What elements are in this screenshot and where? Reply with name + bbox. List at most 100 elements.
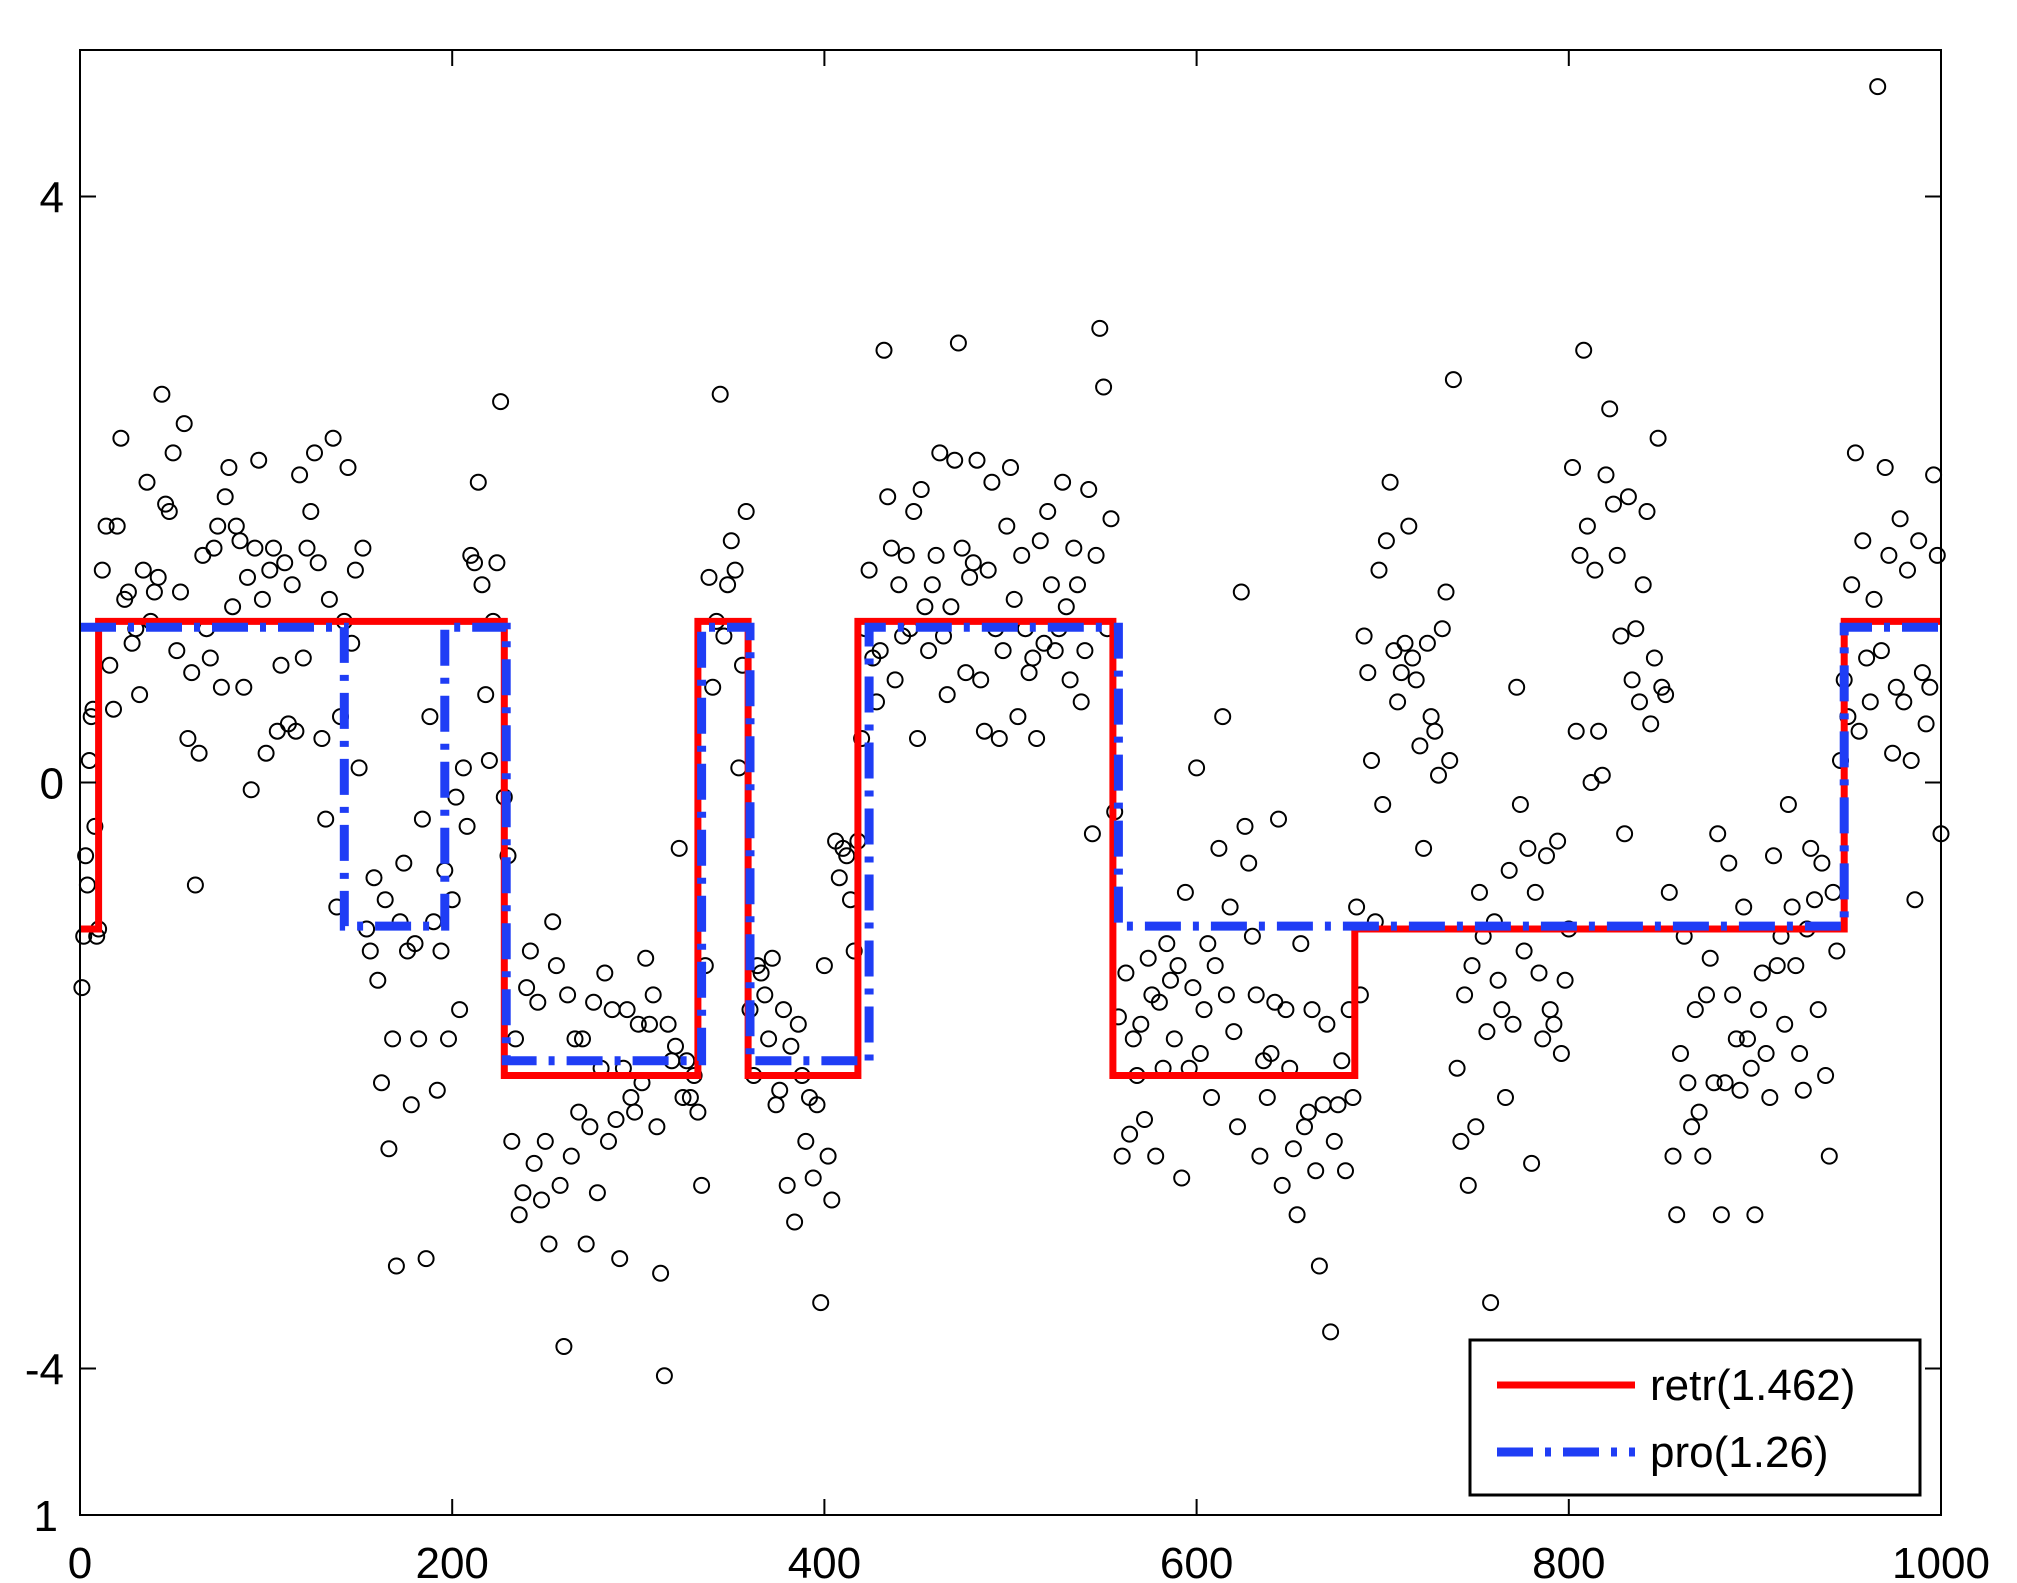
data-point <box>931 444 949 462</box>
data-point <box>1597 466 1615 484</box>
data-point <box>183 664 201 682</box>
data-point <box>503 1132 521 1150</box>
data-point <box>1616 825 1634 843</box>
data-point <box>559 986 577 1004</box>
data-point <box>1489 971 1507 989</box>
data-point <box>1593 766 1611 784</box>
data-point <box>719 576 737 594</box>
data-point <box>1415 839 1433 857</box>
data-point <box>1329 1096 1347 1114</box>
data-point <box>149 568 167 586</box>
data-point <box>555 1338 573 1355</box>
data-point <box>179 730 197 747</box>
data-point <box>1136 1111 1153 1128</box>
data-point <box>131 686 149 704</box>
data-point <box>1217 986 1235 1004</box>
data-point <box>1437 583 1455 601</box>
data-point <box>562 1147 580 1165</box>
data-point <box>1724 986 1742 1004</box>
data-point <box>1623 671 1641 689</box>
data-point <box>451 1001 469 1019</box>
data-point <box>1150 993 1168 1011</box>
data-point <box>626 1103 644 1121</box>
data-point <box>890 576 908 594</box>
data-point <box>678 1052 696 1070</box>
data-point <box>782 1037 800 1055</box>
data-point <box>406 935 424 953</box>
data-point <box>670 839 688 857</box>
data-point <box>525 1154 543 1172</box>
data-point <box>1761 1089 1779 1106</box>
data-point <box>73 979 91 997</box>
data-point <box>574 1030 591 1048</box>
data-point <box>1206 957 1224 975</box>
data-point <box>1705 1074 1723 1092</box>
data-point <box>949 334 967 352</box>
data-point <box>138 473 156 491</box>
data-point <box>1400 517 1418 535</box>
data-point <box>1694 1147 1712 1165</box>
data-point <box>674 1089 692 1106</box>
data-point <box>1270 810 1287 828</box>
data-point <box>298 539 316 557</box>
data-point <box>175 415 193 433</box>
data-point <box>1191 1045 1209 1062</box>
data-point <box>1471 883 1488 901</box>
series-layer <box>80 617 1941 1079</box>
data-point <box>1686 1001 1704 1019</box>
data-point <box>361 942 379 960</box>
data-point <box>1013 546 1031 564</box>
data-point <box>830 869 848 887</box>
data-point <box>1776 1015 1794 1033</box>
data-point <box>112 429 130 447</box>
data-point <box>641 1015 658 1033</box>
data-point <box>1571 546 1589 564</box>
data-point <box>93 561 111 579</box>
data-point <box>1742 1059 1760 1077</box>
data-point <box>771 1081 789 1099</box>
data-point <box>97 517 115 535</box>
data-point <box>1556 971 1574 989</box>
data-point <box>1258 1089 1276 1106</box>
data-point <box>1917 715 1935 733</box>
data-point <box>1567 722 1585 740</box>
data-point <box>544 913 562 931</box>
data-point <box>964 554 982 572</box>
data-point <box>1787 957 1805 975</box>
data-point <box>1121 1125 1139 1143</box>
data-point <box>1080 481 1098 498</box>
data-point <box>722 532 740 550</box>
data-point <box>1251 1147 1269 1165</box>
data-point <box>585 993 603 1011</box>
data-point <box>529 993 547 1011</box>
data-point <box>1605 495 1622 513</box>
data-point <box>1444 371 1462 389</box>
data-point <box>1363 752 1380 769</box>
data-point <box>1854 532 1872 550</box>
data-point <box>105 700 122 718</box>
data-point <box>1225 1023 1243 1041</box>
data-point <box>1683 1118 1701 1136</box>
data-point <box>600 1132 617 1150</box>
data-point <box>1087 546 1105 564</box>
data-point <box>168 642 186 660</box>
data-point <box>1899 561 1916 579</box>
data-point <box>1921 678 1939 696</box>
data-point <box>923 576 941 594</box>
data-point <box>533 1191 550 1209</box>
data-point <box>1876 459 1894 476</box>
data-point <box>1884 744 1902 762</box>
data-point <box>212 678 230 696</box>
data-point <box>1865 590 1883 608</box>
data-point <box>711 385 729 403</box>
data-point <box>246 539 264 557</box>
data-point <box>1176 883 1194 901</box>
data-point <box>1039 503 1057 520</box>
data-point <box>1199 935 1217 953</box>
data-point <box>77 847 95 865</box>
data-point <box>309 554 327 572</box>
data-point <box>1061 671 1079 689</box>
legend-box <box>1468 1338 1922 1497</box>
data-point <box>473 576 491 594</box>
data-point <box>1247 986 1265 1004</box>
